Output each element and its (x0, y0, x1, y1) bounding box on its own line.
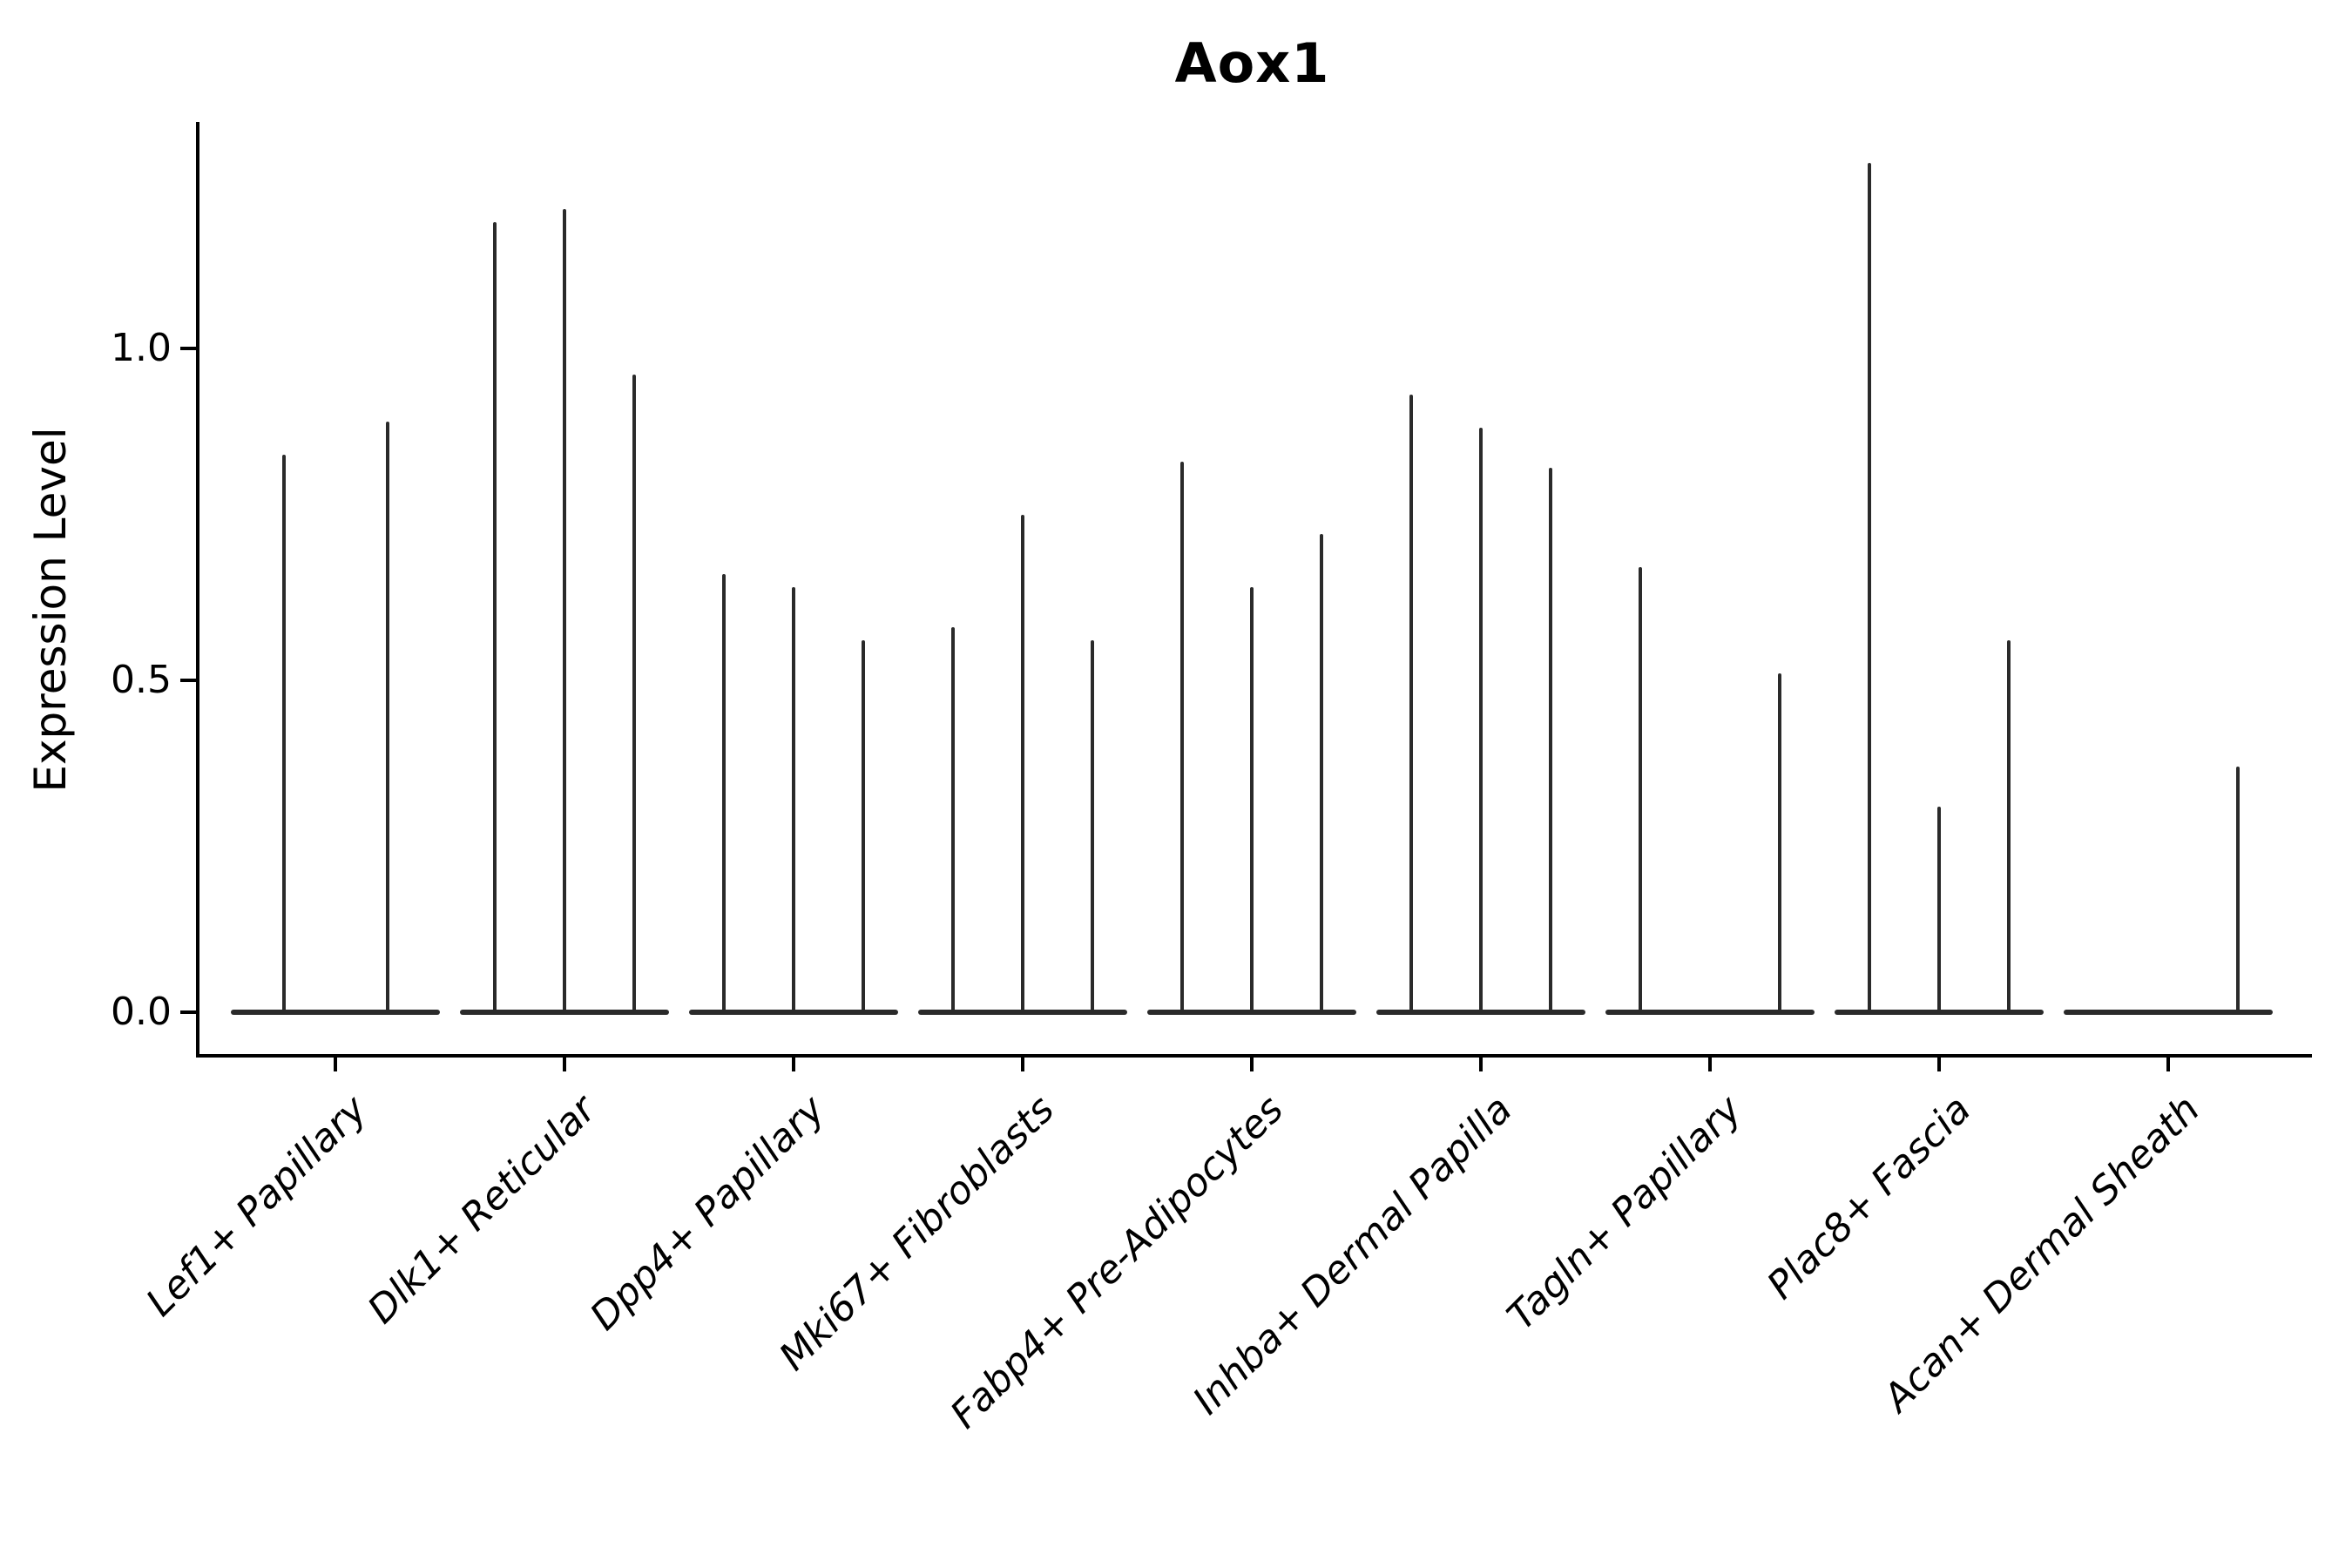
violin-spike (1868, 162, 1871, 1012)
y-tick-label: 0.0 (111, 990, 172, 1034)
violin-spike (1250, 587, 1254, 1012)
violin-spike (722, 574, 726, 1012)
violin-spike (792, 587, 795, 1012)
x-tick-label: Lef1+ Papillary (138, 1087, 376, 1326)
violin-spike (1479, 428, 1483, 1012)
y-tick-label: 1.0 (111, 326, 172, 370)
violin-spike (951, 627, 955, 1012)
y-tick (180, 679, 196, 682)
x-tick (1250, 1054, 1254, 1071)
violin-base (1376, 1010, 1585, 1015)
x-tick (2166, 1054, 2170, 1071)
violin-spike (1778, 673, 1781, 1012)
x-tick-label: Dlk1+ Reticular (359, 1087, 605, 1333)
x-tick-label: Plac8+ Fascia (1758, 1087, 1980, 1308)
violin-spike (862, 640, 865, 1012)
violin-base (1835, 1010, 2044, 1015)
violin-spike (1091, 640, 1094, 1012)
violin-base (460, 1010, 669, 1015)
violin-spike (2007, 640, 2011, 1012)
x-tick (792, 1054, 795, 1071)
plot-area (196, 122, 2312, 1058)
violin-base (231, 1010, 440, 1015)
y-tick-label: 0.5 (111, 658, 172, 702)
x-tick (1479, 1054, 1483, 1071)
x-tick (1937, 1054, 1941, 1071)
violin-spike (563, 208, 566, 1012)
x-tick (1708, 1054, 1712, 1071)
violin-spike (1021, 514, 1024, 1012)
violin-base (1605, 1010, 1815, 1015)
x-tick (1021, 1054, 1024, 1071)
y-tick (180, 347, 196, 350)
violin-spike (281, 454, 286, 1012)
violin-base (918, 1010, 1127, 1015)
x-tick (563, 1054, 566, 1071)
violin-spike (2236, 767, 2240, 1012)
y-tick (180, 1010, 196, 1014)
violin-base (1147, 1010, 1356, 1015)
violin-spike (1937, 806, 1941, 1012)
violin-spike (1320, 534, 1323, 1012)
x-tick-label: Tagln+ Papillary (1498, 1087, 1751, 1339)
y-axis-label: Expression Level (25, 427, 76, 793)
violin-spike (1549, 468, 1552, 1012)
violin-spike (1409, 395, 1413, 1012)
violin-base (2064, 1010, 2273, 1015)
plot-title: Aox1 (1174, 31, 1330, 95)
violin-base (689, 1010, 898, 1015)
violin-spike (1180, 461, 1184, 1012)
x-tick-label: Dpp4+ Papillary (582, 1087, 835, 1340)
violin-spike (632, 375, 636, 1012)
violin-spike (385, 421, 389, 1012)
violin-spike (1639, 567, 1642, 1012)
violin-spike (493, 222, 497, 1012)
x-tick (334, 1054, 337, 1071)
